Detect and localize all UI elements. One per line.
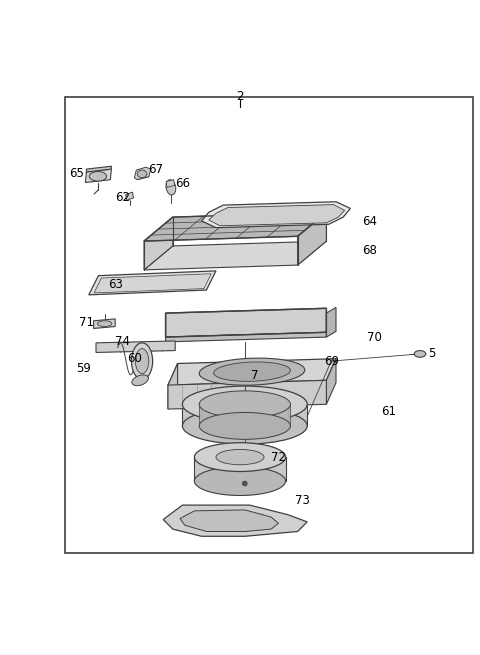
Polygon shape <box>144 212 326 241</box>
Ellipse shape <box>166 179 176 195</box>
Polygon shape <box>182 404 307 426</box>
Text: 70: 70 <box>367 331 382 344</box>
Ellipse shape <box>194 443 286 472</box>
Polygon shape <box>166 332 326 342</box>
Ellipse shape <box>414 350 426 357</box>
Ellipse shape <box>199 358 305 385</box>
Polygon shape <box>166 179 175 187</box>
Text: 64: 64 <box>362 215 377 229</box>
Polygon shape <box>194 457 286 481</box>
Polygon shape <box>94 319 115 328</box>
Ellipse shape <box>182 407 307 444</box>
Ellipse shape <box>89 172 107 181</box>
Polygon shape <box>326 307 336 337</box>
Ellipse shape <box>132 343 153 379</box>
Text: 7: 7 <box>251 369 258 382</box>
Text: 68: 68 <box>362 244 377 257</box>
Ellipse shape <box>135 348 149 373</box>
Text: 59: 59 <box>77 362 91 375</box>
Ellipse shape <box>132 375 148 386</box>
Text: 62: 62 <box>115 191 130 204</box>
Polygon shape <box>298 212 326 265</box>
Polygon shape <box>180 510 278 531</box>
Text: 63: 63 <box>108 278 122 291</box>
Polygon shape <box>134 167 151 179</box>
Text: 72: 72 <box>271 451 286 464</box>
Text: 60: 60 <box>127 352 142 365</box>
Polygon shape <box>168 381 326 409</box>
Polygon shape <box>166 309 326 337</box>
Polygon shape <box>85 169 111 183</box>
Polygon shape <box>126 192 133 200</box>
Ellipse shape <box>97 321 112 327</box>
Polygon shape <box>89 271 216 295</box>
Ellipse shape <box>199 413 290 440</box>
Polygon shape <box>94 274 211 293</box>
Polygon shape <box>86 166 111 172</box>
Text: 73: 73 <box>295 494 310 507</box>
Text: 5: 5 <box>428 347 436 360</box>
Polygon shape <box>202 202 350 228</box>
Text: 65: 65 <box>70 168 84 180</box>
Ellipse shape <box>137 170 147 178</box>
Text: 2: 2 <box>236 90 244 103</box>
Polygon shape <box>168 364 178 409</box>
Polygon shape <box>96 341 175 352</box>
Text: 61: 61 <box>381 405 396 418</box>
Text: 69: 69 <box>324 354 339 367</box>
Ellipse shape <box>214 362 290 381</box>
Polygon shape <box>199 404 290 426</box>
Ellipse shape <box>199 391 290 418</box>
Text: 66: 66 <box>175 177 190 190</box>
Polygon shape <box>168 359 336 385</box>
Polygon shape <box>326 359 336 404</box>
Ellipse shape <box>194 467 286 495</box>
Polygon shape <box>163 505 307 536</box>
Text: 67: 67 <box>148 162 164 176</box>
Polygon shape <box>144 217 173 270</box>
Text: 71: 71 <box>79 316 94 329</box>
Ellipse shape <box>216 449 264 465</box>
Ellipse shape <box>242 481 247 486</box>
Text: 74: 74 <box>115 335 130 348</box>
Polygon shape <box>144 241 326 270</box>
Ellipse shape <box>182 386 307 422</box>
Polygon shape <box>209 204 345 226</box>
Bar <box>65 97 473 553</box>
